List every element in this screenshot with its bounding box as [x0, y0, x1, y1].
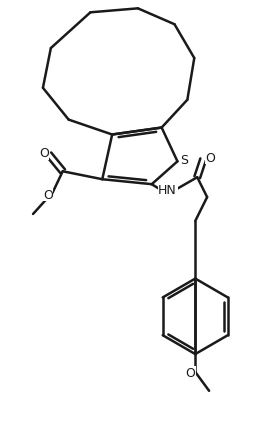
Text: O: O [39, 147, 49, 159]
Text: S: S [180, 153, 188, 167]
Text: O: O [185, 367, 195, 380]
Text: HN: HN [158, 183, 177, 196]
Text: O: O [43, 188, 53, 201]
Text: O: O [205, 152, 215, 164]
